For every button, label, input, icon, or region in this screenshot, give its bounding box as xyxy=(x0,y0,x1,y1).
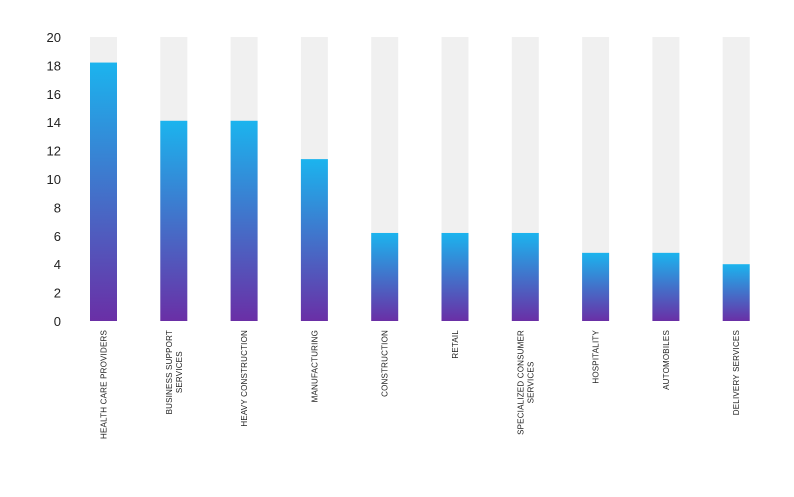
bar xyxy=(722,264,750,321)
y-tick-label: 6 xyxy=(54,229,61,244)
bar xyxy=(300,159,328,321)
x-tick-label-line: MANUFACTURING xyxy=(310,330,319,402)
bar xyxy=(511,232,539,321)
svg-text:HOSPITALITY: HOSPITALITY xyxy=(592,330,601,384)
x-tick-label: MANUFACTURING xyxy=(310,330,319,402)
x-tick-label-line: SERVICES xyxy=(526,361,535,403)
bar xyxy=(441,232,469,321)
bar xyxy=(652,252,680,321)
x-axis: HEALTH CARE PROVIDERS BUSINESS SUPPORTSER… xyxy=(100,330,742,439)
x-tick-label-line: HEALTH CARE PROVIDERS xyxy=(100,330,109,439)
x-tick-label-line: AUTOMOBILES xyxy=(662,330,671,390)
x-tick-label: HOSPITALITY xyxy=(592,330,601,384)
x-tick-label-line: BUSINESS SUPPORT xyxy=(165,330,174,414)
x-tick-label: CONSTRUCTION xyxy=(381,330,390,397)
bar xyxy=(371,232,399,321)
bar xyxy=(90,62,117,322)
x-tick-label-line: HOSPITALITY xyxy=(592,330,601,384)
x-tick-label-line: CONSTRUCTION xyxy=(381,330,390,397)
bar xyxy=(160,120,188,321)
y-tick-label: 0 xyxy=(54,314,61,329)
y-tick-label: 18 xyxy=(47,58,61,73)
y-tick-label: 2 xyxy=(54,286,61,301)
svg-text:CONSTRUCTION: CONSTRUCTION xyxy=(381,330,390,397)
y-tick-label: 16 xyxy=(47,87,61,102)
x-tick-label: HEALTH CARE PROVIDERS xyxy=(100,330,109,439)
x-tick-label-line: RETAIL xyxy=(451,330,460,359)
svg-text:AUTOMOBILES: AUTOMOBILES xyxy=(662,330,671,390)
x-tick-label: HEAVY CONSTRUCTION xyxy=(240,330,249,427)
svg-text:MANUFACTURING: MANUFACTURING xyxy=(310,330,319,402)
y-tick-label: 4 xyxy=(54,257,61,272)
bar-tracks xyxy=(90,37,750,321)
svg-text:BUSINESS SUPPORTSERVICES: BUSINESS SUPPORTSERVICES xyxy=(165,330,184,414)
svg-text:DELIVERY SERVICES: DELIVERY SERVICES xyxy=(732,330,741,415)
y-tick-label: 20 xyxy=(47,30,61,45)
bars xyxy=(90,62,750,322)
x-tick-label: BUSINESS SUPPORTSERVICES xyxy=(165,330,184,414)
y-tick-label: 10 xyxy=(47,172,61,187)
x-tick-label: SPECIALIZED CONSUMERSERVICES xyxy=(516,330,535,435)
y-tick-label: 12 xyxy=(47,144,61,159)
svg-text:HEAVY CONSTRUCTION: HEAVY CONSTRUCTION xyxy=(240,330,249,427)
x-tick-label: AUTOMOBILES xyxy=(662,330,671,390)
x-tick-label: RETAIL xyxy=(451,330,460,359)
svg-text:SPECIALIZED CONSUMERSERVICES: SPECIALIZED CONSUMERSERVICES xyxy=(516,330,535,435)
svg-text:HEALTH CARE PROVIDERS: HEALTH CARE PROVIDERS xyxy=(100,330,109,439)
svg-text:RETAIL: RETAIL xyxy=(451,330,460,359)
y-axis: 0 2 4 6 8 10 12 14 16 18 20 xyxy=(47,30,61,329)
bar xyxy=(582,252,610,321)
y-tick-label: 14 xyxy=(47,115,61,130)
bar xyxy=(230,120,258,321)
x-tick-label-line: DELIVERY SERVICES xyxy=(732,330,741,415)
x-tick-label-line: SPECIALIZED CONSUMER xyxy=(516,330,525,435)
x-tick-label-line: HEAVY CONSTRUCTION xyxy=(240,330,249,427)
x-tick-label: DELIVERY SERVICES xyxy=(732,330,741,415)
y-tick-label: 8 xyxy=(54,200,61,215)
x-tick-label-line: SERVICES xyxy=(175,351,184,393)
